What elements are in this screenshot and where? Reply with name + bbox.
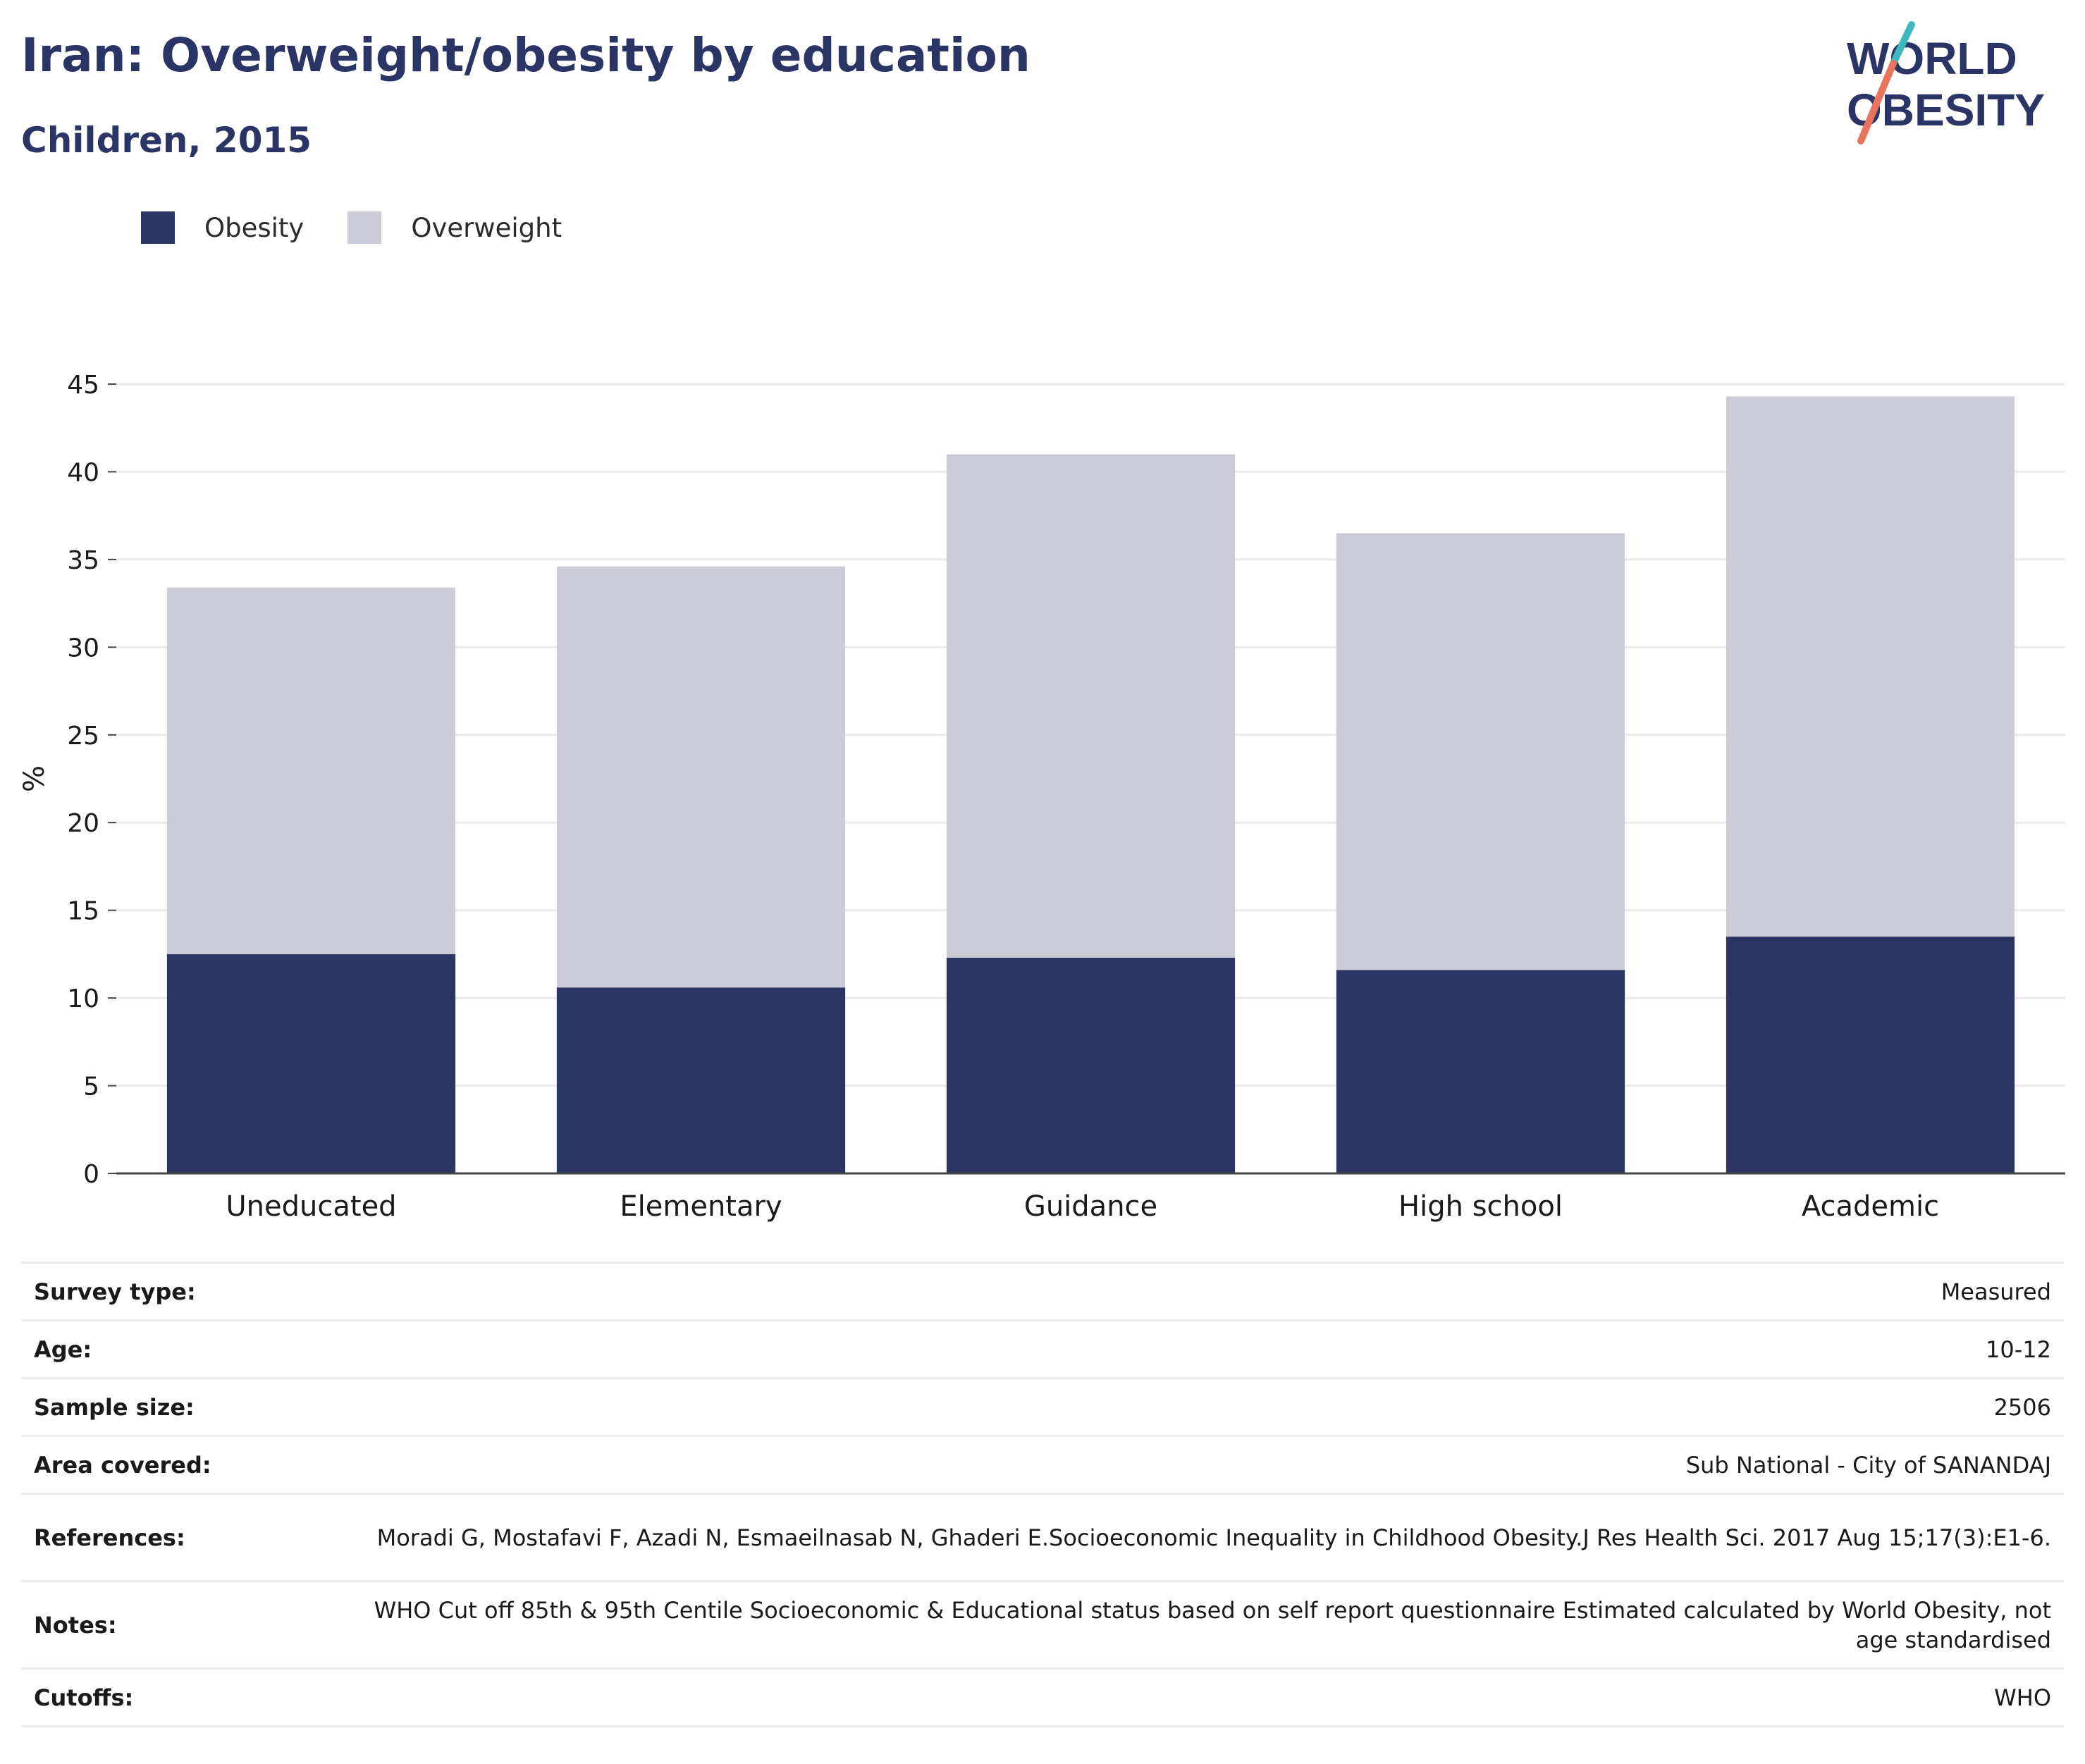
y-tick-label: 25 bbox=[67, 722, 99, 751]
chart-title: Iran: Overweight/obesity by education bbox=[21, 28, 1031, 82]
info-value: WHO bbox=[1994, 1684, 2051, 1711]
y-tick-label: 0 bbox=[83, 1160, 99, 1189]
chart-subtitle: Children, 2015 bbox=[21, 120, 312, 161]
info-key: Area covered: bbox=[34, 1451, 211, 1479]
bar-obesity-academic[interactable] bbox=[1726, 937, 2015, 1173]
y-tick-label: 20 bbox=[67, 809, 99, 838]
info-key: References: bbox=[34, 1524, 185, 1551]
bar-overweight-high-school[interactable] bbox=[1336, 533, 1625, 970]
y-tick-label: 30 bbox=[67, 634, 99, 662]
y-tick-label: 45 bbox=[67, 371, 99, 400]
info-value: 2506 bbox=[1993, 1393, 2051, 1421]
bar-overweight-elementary[interactable] bbox=[556, 566, 846, 988]
axes: 0 5 10 15 20 25 30 35 40 45 Uneducated Elementary Gu… bbox=[67, 371, 2065, 1223]
x-tick-label: Uneducated bbox=[226, 1190, 396, 1223]
info-key: Sample size: bbox=[34, 1393, 195, 1421]
info-row: Notes: WHO Cut off 85th & 95th Centile So… bbox=[21, 1581, 2064, 1669]
bar-overweight-uneducated[interactable] bbox=[166, 587, 456, 954]
legend-item-overweight[interactable]: Overweight bbox=[348, 211, 562, 244]
info-row: Age: 10-12 bbox=[21, 1320, 2064, 1378]
y-tick-label: 5 bbox=[83, 1073, 99, 1102]
info-row: Sample size: 2506 bbox=[21, 1378, 2064, 1436]
info-key: Age: bbox=[34, 1336, 92, 1363]
world-obesity-logo: WORLD OBESITY bbox=[1847, 21, 2045, 144]
legend-item-obesity[interactable]: Obesity bbox=[141, 211, 304, 244]
survey-info-table: Survey type: Measured Age: 10-12 Sample size… bbox=[21, 1262, 2064, 1727]
logo-word-world: WORLD bbox=[1847, 33, 2017, 84]
info-value: WHO Cut off 85th & 95th Centile Socioeco… bbox=[374, 1596, 2051, 1653]
x-tick-label: High school bbox=[1398, 1190, 1563, 1223]
logo-slash-coral bbox=[1857, 60, 1897, 144]
bars bbox=[166, 396, 2015, 1173]
info-row: Area covered: Sub National - City of SANA… bbox=[21, 1436, 2064, 1494]
bar-obesity-guidance[interactable] bbox=[946, 957, 1236, 1173]
x-tick-label: Academic bbox=[1802, 1190, 1939, 1223]
y-tick-label: 10 bbox=[67, 985, 99, 1013]
y-axis-label: % bbox=[18, 765, 51, 792]
info-row: Cutoffs: WHO bbox=[21, 1668, 2064, 1727]
stacked-bar-chart: 0 5 10 15 20 25 30 35 40 45 Uneducated Elementary Gu… bbox=[18, 371, 2065, 1223]
y-tick-label: 35 bbox=[67, 546, 99, 575]
bar-obesity-uneducated[interactable] bbox=[166, 954, 456, 1173]
y-tick-label: 40 bbox=[67, 458, 99, 487]
chart-legend: Obesity Overweight bbox=[141, 210, 605, 245]
legend-label-overweight: Overweight bbox=[411, 212, 562, 243]
info-row: Survey type: Measured bbox=[21, 1262, 2064, 1321]
x-tick-label: Elementary bbox=[620, 1190, 782, 1223]
info-row: References: Moradi G, Mostafavi F, Azadi … bbox=[21, 1493, 2064, 1581]
info-value: Sub National - City of SANANDAJ bbox=[1685, 1451, 2051, 1479]
info-value: 10-12 bbox=[1986, 1336, 2051, 1363]
legend-swatch-overweight bbox=[348, 211, 382, 244]
legend-label-obesity: Obesity bbox=[204, 212, 305, 243]
bar-overweight-academic[interactable] bbox=[1726, 396, 2015, 937]
info-key: Survey type: bbox=[34, 1278, 196, 1305]
x-tick-label: Guidance bbox=[1024, 1190, 1157, 1223]
info-value: Moradi G, Mostafavi F, Azadi N, Esmaeiln… bbox=[376, 1524, 2051, 1551]
info-key: Notes: bbox=[34, 1611, 117, 1639]
y-tick-label: 15 bbox=[67, 897, 99, 926]
info-value: Measured bbox=[1941, 1278, 2051, 1305]
bar-obesity-high-school[interactable] bbox=[1336, 970, 1625, 1173]
logo-slash-teal bbox=[1890, 21, 1915, 67]
info-key: Cutoffs: bbox=[34, 1684, 134, 1711]
legend-swatch-obesity bbox=[141, 211, 175, 244]
bar-obesity-elementary[interactable] bbox=[556, 987, 846, 1173]
bar-overweight-guidance[interactable] bbox=[946, 454, 1236, 958]
